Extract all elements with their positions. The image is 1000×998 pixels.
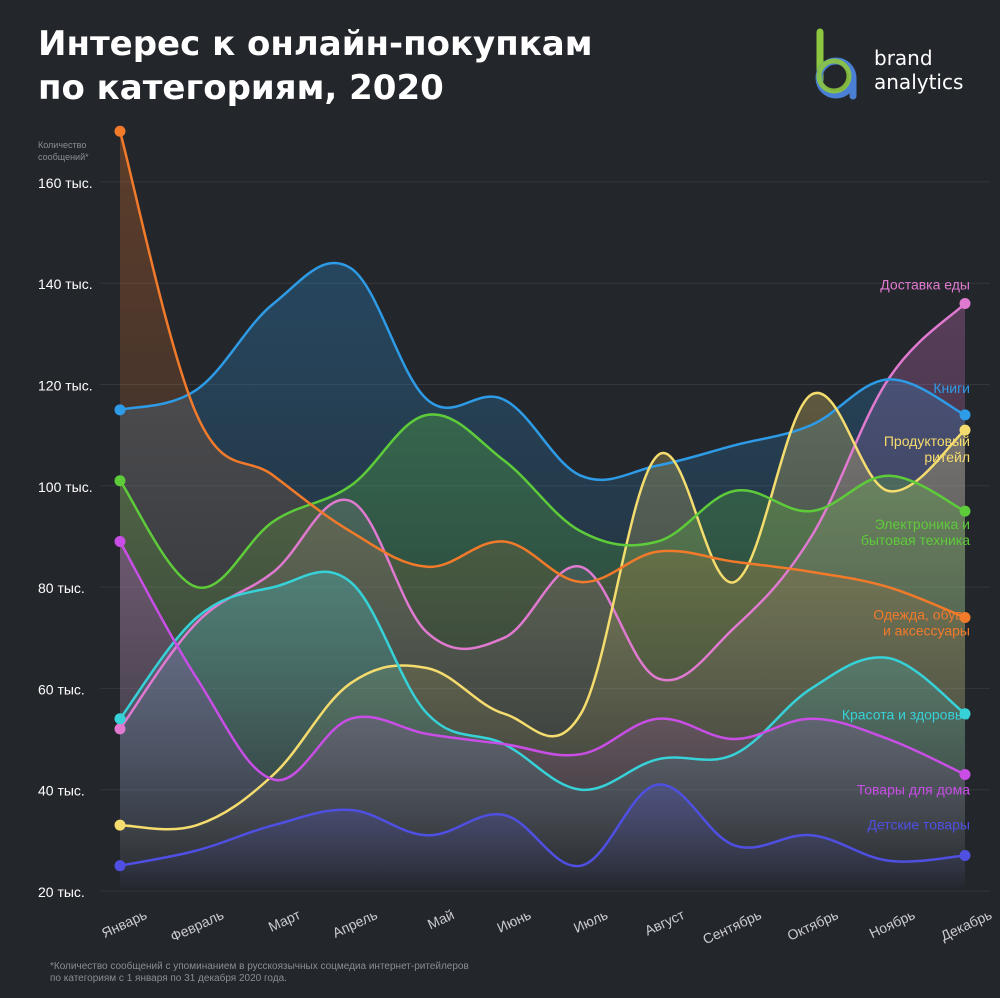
- data-point: [959, 297, 971, 309]
- series-label: Товары для дома: [857, 782, 970, 798]
- data-point: [959, 505, 971, 517]
- x-tick-label: Май: [425, 906, 457, 932]
- x-tick-label: Март: [266, 906, 304, 935]
- x-tick-label: Январь: [99, 906, 149, 941]
- data-point: [114, 860, 126, 872]
- series-line: [118, 413, 967, 589]
- series-lines: [118, 129, 967, 868]
- series-label: Красота и здоровье: [842, 707, 970, 723]
- y-tick-label: 20 тыс.: [38, 884, 85, 900]
- series-line: [118, 570, 967, 791]
- series-label: Детские товары: [867, 817, 970, 833]
- x-tick-label: Декабрь: [938, 906, 994, 944]
- data-point: [114, 125, 126, 137]
- series-area: [120, 541, 965, 891]
- y-axis-tick-labels: 20 тыс. 40 тыс. 60 тыс. 80 тыс. 100 тыс. 120 …: [38, 175, 93, 900]
- series-line: [118, 783, 967, 868]
- y-tick-label: 100 тыс.: [38, 479, 93, 495]
- x-tick-label: Сентябрь: [700, 906, 764, 947]
- data-point: [114, 723, 126, 735]
- data-point: [959, 708, 971, 720]
- title-line-2: по категориям, 2020: [38, 68, 444, 108]
- y-axis-title-line-1: Количество: [38, 140, 86, 150]
- footnote-line-2: по категориям с 1 января по 31 декабря 2…: [50, 973, 287, 984]
- data-point: [959, 424, 971, 436]
- data-point: [114, 713, 126, 725]
- data-point: [959, 611, 971, 623]
- brand-logo: brand analytics: [806, 28, 976, 104]
- x-tick-label: Июль: [571, 906, 610, 936]
- brand-logo-text: brand analytics: [874, 46, 963, 94]
- data-point: [959, 409, 971, 421]
- series-label: Электроника и: [875, 516, 970, 532]
- y-tick-label: 120 тыс.: [38, 378, 93, 394]
- series-line: [118, 261, 967, 481]
- footnote: *Количество сообщений с упоминанием в ру…: [50, 961, 469, 985]
- data-point: [114, 819, 126, 831]
- brand-logo-line-2: analytics: [874, 70, 964, 94]
- x-tick-label: Август: [642, 906, 687, 939]
- title-line-1: Интерес к онлайн-покупкам: [38, 24, 593, 64]
- x-axis-tick-labels: Январь Февраль Март Апрель Май Июнь Июль Август…: [99, 906, 994, 947]
- series-line: [118, 129, 967, 619]
- series-line: [118, 540, 967, 782]
- series-label: Продуктовый: [884, 433, 970, 449]
- series-label-line-2: ритейл: [924, 449, 970, 465]
- series-label-line-2: бытовая техника: [861, 532, 970, 548]
- series-end-points: [114, 125, 971, 872]
- y-tick-label: 40 тыс.: [38, 783, 85, 799]
- page-title: Интерес к онлайн-покупкам по категориям,…: [38, 22, 593, 110]
- brand-logo-line-1: brand: [874, 46, 933, 70]
- data-point: [114, 404, 126, 416]
- data-point: [959, 769, 971, 781]
- brand-logo-icon: [815, 28, 857, 100]
- data-point: [114, 475, 126, 487]
- x-tick-label: Ноябрь: [867, 906, 918, 941]
- y-axis-title: Количество сообщений*: [38, 140, 89, 162]
- series-label-line-2: и аксессуары: [883, 622, 970, 638]
- data-point: [959, 850, 971, 862]
- y-tick-label: 160 тыс.: [38, 175, 93, 191]
- x-tick-label: Июнь: [494, 906, 533, 936]
- x-tick-label: Февраль: [168, 906, 226, 945]
- y-axis-title-line-2: сообщений*: [38, 152, 89, 162]
- series-label: Книги: [933, 380, 970, 396]
- data-point: [114, 536, 126, 548]
- series-label: Доставка еды: [880, 276, 970, 292]
- series-line: [118, 391, 967, 831]
- y-tick-label: 80 тыс.: [38, 580, 85, 596]
- y-tick-label: 140 тыс.: [38, 276, 93, 292]
- series-area-fills: [120, 131, 965, 892]
- x-tick-label: Апрель: [330, 906, 380, 941]
- series-label: Одежда, обувь: [873, 606, 970, 622]
- y-tick-label: 60 тыс.: [38, 681, 85, 697]
- footnote-line-1: *Количество сообщений с упоминанием в ру…: [50, 961, 469, 972]
- x-tick-label: Октябрь: [785, 906, 841, 943]
